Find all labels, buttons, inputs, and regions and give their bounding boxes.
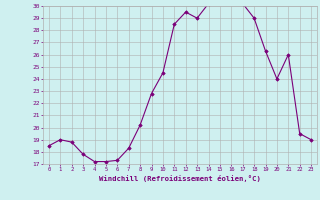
X-axis label: Windchill (Refroidissement éolien,°C): Windchill (Refroidissement éolien,°C) [99,175,261,182]
